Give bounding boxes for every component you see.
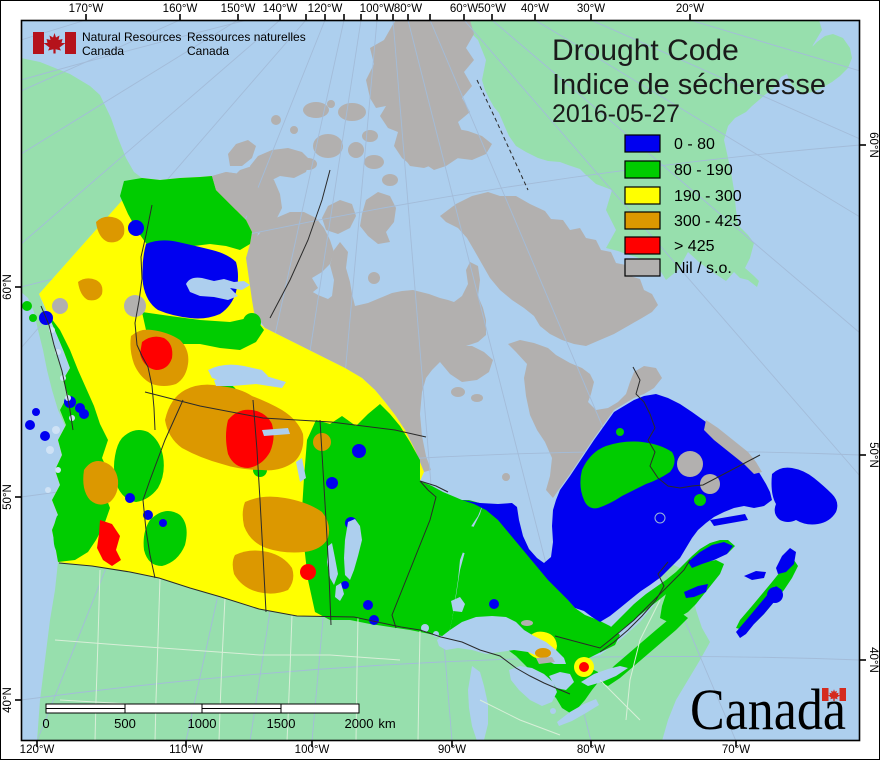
svg-text:160°W: 160°W (163, 3, 198, 15)
svg-text:80 - 190: 80 - 190 (674, 162, 733, 179)
svg-text:170°W: 170°W (69, 3, 104, 15)
svg-text:100°W: 100°W (295, 744, 330, 756)
svg-text:1000: 1000 (188, 716, 217, 731)
svg-text:60°W: 60°W (450, 3, 478, 15)
svg-text:0: 0 (42, 716, 49, 731)
svg-text:40°N: 40°N (867, 647, 879, 673)
svg-text:1500: 1500 (267, 716, 296, 731)
svg-text:km: km (378, 716, 395, 731)
svg-text:80°W: 80°W (577, 744, 605, 756)
svg-text:60°N: 60°N (2, 274, 14, 300)
svg-text:70°W: 70°W (722, 744, 750, 756)
svg-text:80°W: 80°W (394, 3, 422, 15)
svg-text:20°W: 20°W (676, 3, 704, 15)
svg-text:90°W: 90°W (438, 744, 466, 756)
svg-text:0 - 80: 0 - 80 (674, 136, 715, 153)
svg-text:40°N: 40°N (2, 687, 14, 713)
svg-text:Natural Resources: Natural Resources (82, 30, 181, 44)
svg-text:50°W: 50°W (478, 3, 506, 15)
svg-text:Indice de sécheresse: Indice de sécheresse (552, 69, 826, 101)
svg-text:30°W: 30°W (577, 3, 605, 15)
svg-text:2000: 2000 (345, 716, 374, 731)
svg-text:60°N: 60°N (867, 132, 879, 158)
svg-text:120°W: 120°W (308, 3, 343, 15)
svg-text:50°N: 50°N (2, 484, 14, 510)
svg-text:Drought Code: Drought Code (552, 34, 739, 67)
svg-text:Nil / s.o.: Nil / s.o. (674, 260, 732, 277)
svg-text:190 - 300: 190 - 300 (674, 188, 742, 205)
svg-text:Ressources naturelles: Ressources naturelles (187, 30, 306, 44)
svg-text:> 425: > 425 (674, 238, 715, 255)
svg-text:100°W: 100°W (360, 3, 395, 15)
svg-text:50°N: 50°N (867, 442, 879, 468)
svg-text:500: 500 (114, 716, 136, 731)
svg-text:40°W: 40°W (521, 3, 549, 15)
svg-text:Canada: Canada (690, 677, 846, 742)
svg-text:150°W: 150°W (221, 3, 256, 15)
svg-text:Canada: Canada (82, 44, 124, 58)
svg-text:110°W: 110°W (169, 744, 203, 756)
svg-text:300 - 425: 300 - 425 (674, 213, 742, 230)
svg-text:140°W: 140°W (263, 3, 298, 15)
svg-text:120°W: 120°W (20, 744, 55, 756)
svg-text:2016-05-27: 2016-05-27 (552, 100, 680, 128)
svg-text:Canada: Canada (187, 44, 229, 58)
